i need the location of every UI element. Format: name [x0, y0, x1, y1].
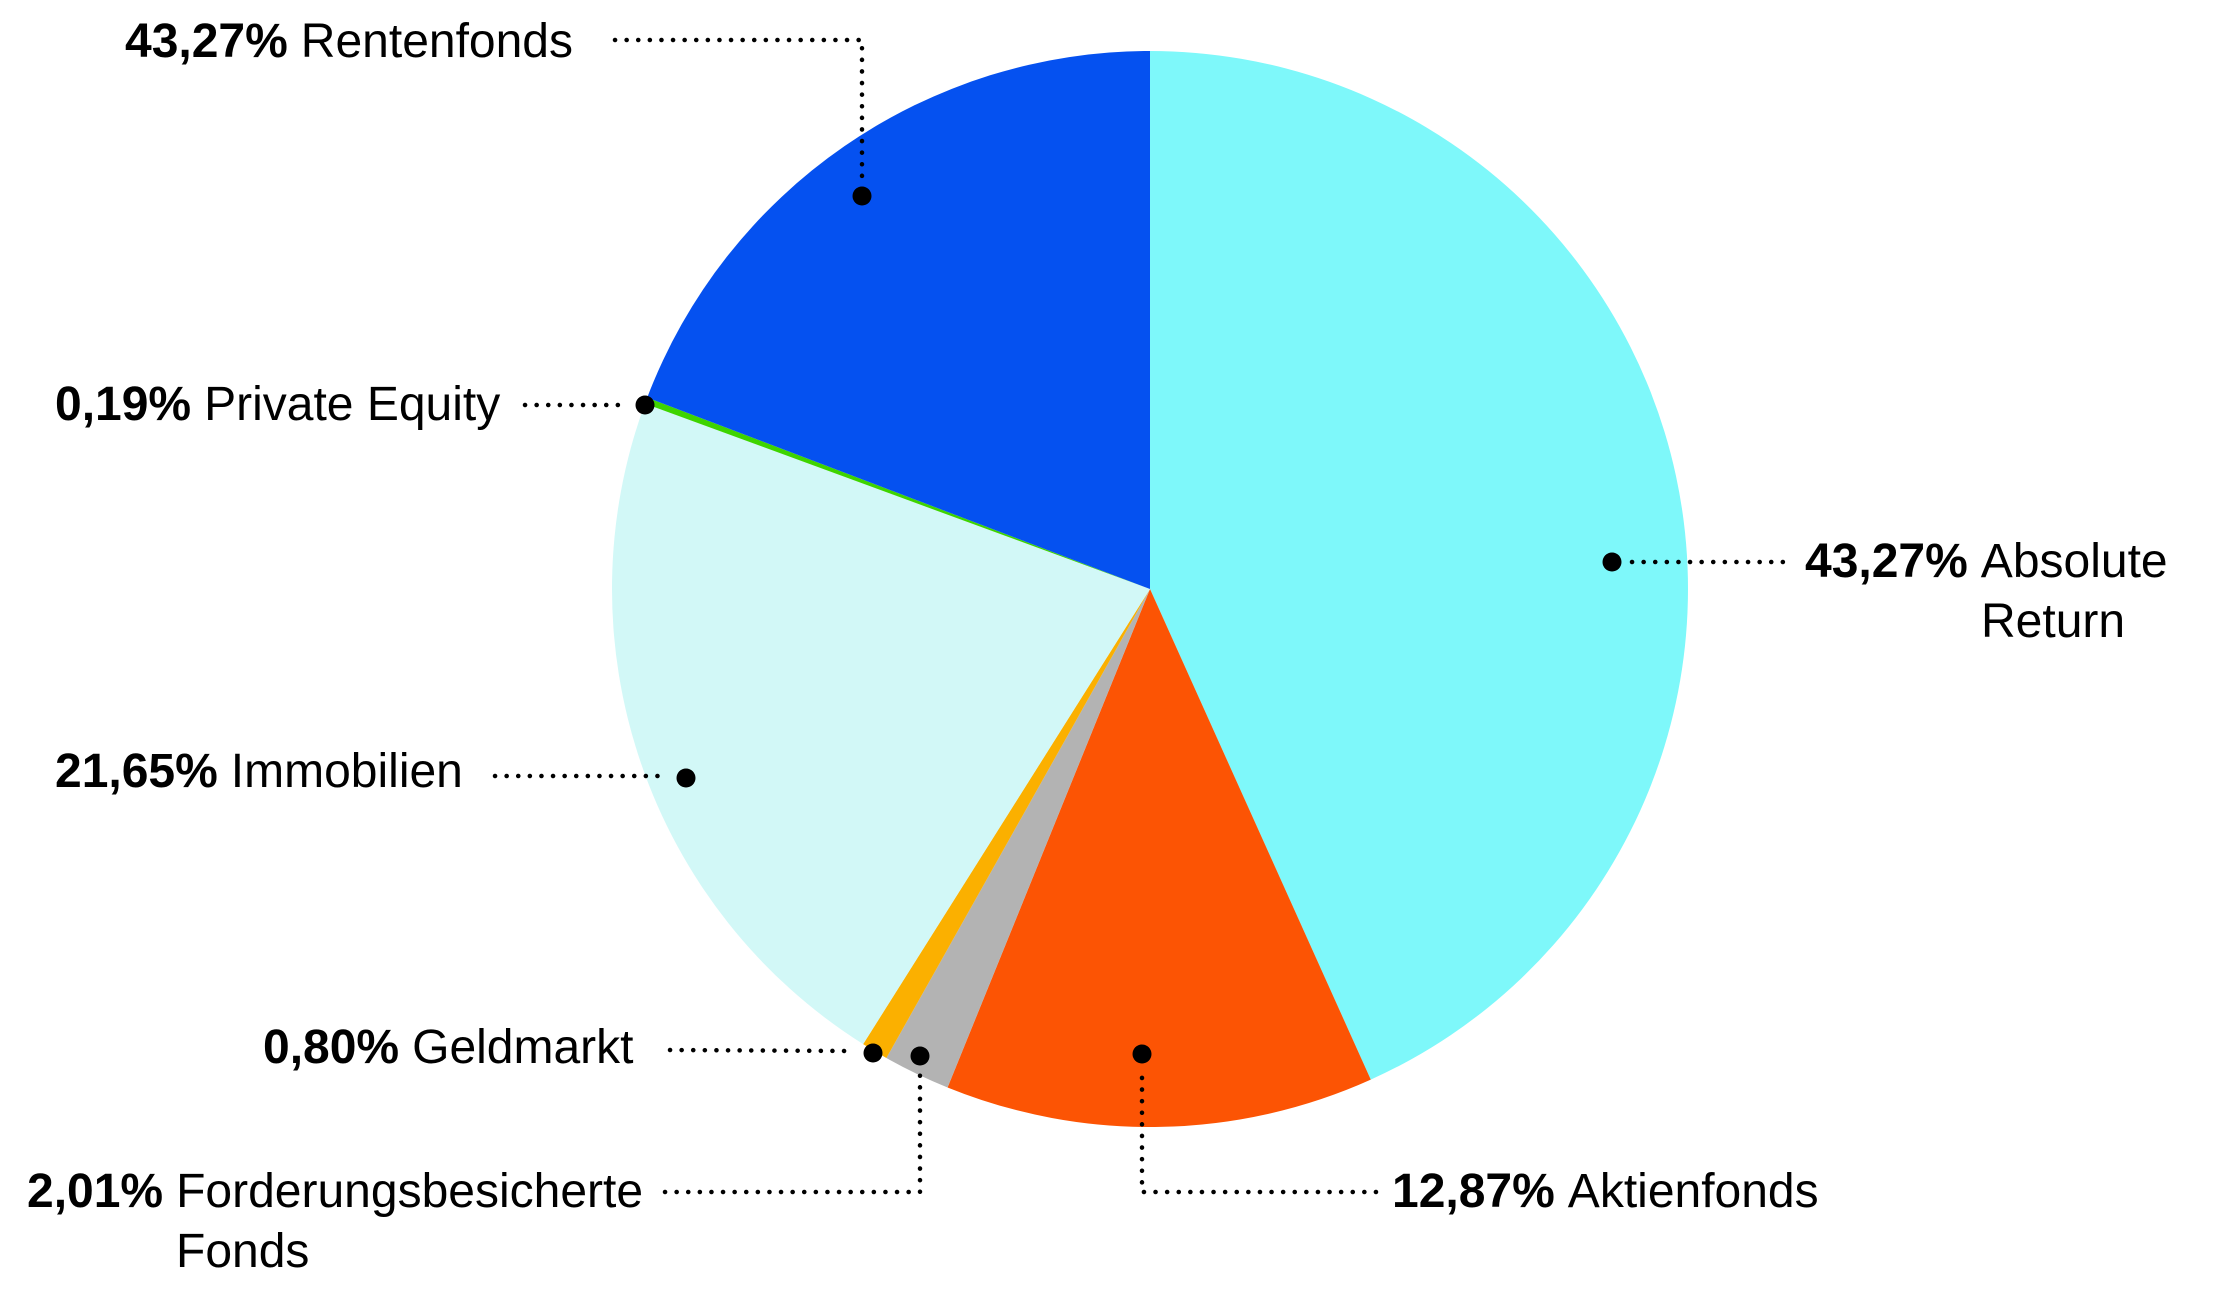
label-rentenfonds: 43,27% Rentenfonds — [125, 12, 573, 72]
slice-name-line2: Return — [1981, 595, 2126, 648]
label-line: Fonds — [27, 1222, 643, 1282]
pie-slice-private-equity — [644, 397, 1150, 589]
label-line: 21,65% Immobilien — [55, 742, 463, 802]
label-line: 0,80% Geldmarkt — [263, 1018, 634, 1078]
leader-line-geldmarkt — [667, 1047, 853, 1054]
label-line: 43,27% Absolute — [1805, 532, 2168, 592]
slice-percent: 0,80% — [263, 1021, 400, 1074]
label-absolute-return: 43,27% Absolute Return — [1805, 532, 2168, 652]
slice-percent: 43,27% — [125, 15, 288, 68]
label-line: Return — [1805, 592, 2168, 652]
leader-dot-absolute-return — [1602, 552, 1622, 572]
label-aktienfonds: 12,87% Aktienfonds — [1392, 1162, 1819, 1222]
pie-slice-geldmarkt — [863, 589, 1150, 1058]
slice-percent: 12,87% — [1392, 1165, 1555, 1218]
label-line: 2,01% Forderungsbesicherte — [27, 1162, 643, 1222]
label-geldmarkt: 0,80% Geldmarkt — [263, 1018, 634, 1078]
leader-dot-private-equity — [635, 395, 655, 415]
slice-percent: 43,27% — [1805, 535, 1968, 588]
pie-slice-forderungsbesicherte-fonds — [886, 589, 1150, 1088]
label-line: 0,19% Private Equity — [55, 375, 500, 435]
label-private-equity: 0,19% Private Equity — [55, 375, 500, 435]
slice-percent: 0,19% — [55, 378, 192, 431]
pie-slice-immobilien — [611, 403, 1150, 1045]
leader-dot-aktienfonds — [1132, 1044, 1152, 1064]
leader-dot-rentenfonds — [852, 186, 872, 206]
label-line: 43,27% Rentenfonds — [125, 12, 573, 72]
pie-slice-absolute-return — [1150, 51, 1688, 1080]
leader-line-rentenfonds — [612, 37, 865, 183]
label-immobilien: 21,65% Immobilien — [55, 742, 463, 802]
slice-name: Geldmarkt — [412, 1021, 634, 1074]
pie-slice-rentenfonds — [647, 51, 1150, 589]
leader-dot-forderungsbesicherte-fonds — [910, 1046, 930, 1066]
slice-name-line2: Fonds — [176, 1225, 310, 1278]
slice-name: Absolute — [1980, 535, 2168, 588]
leader-line-forderungsbesicherte-fonds — [662, 1069, 923, 1195]
slice-percent: 2,01% — [27, 1165, 164, 1218]
slice-percent: 21,65% — [55, 745, 218, 798]
leader-dot-immobilien — [676, 768, 696, 788]
leader-dot-geldmarkt — [863, 1043, 883, 1063]
slice-name: Rentenfonds — [300, 15, 573, 68]
leader-line-aktienfonds — [1139, 1065, 1379, 1195]
slice-name: Aktienfonds — [1567, 1165, 1819, 1218]
slice-name: Private Equity — [204, 378, 501, 431]
slice-name: Immobilien — [230, 745, 463, 798]
pie-slice-aktienfonds — [947, 589, 1371, 1127]
label-forderungsbesicherte-fonds: 2,01% Forderungsbesicherte Fonds — [27, 1162, 643, 1282]
label-line: 12,87% Aktienfonds — [1392, 1162, 1819, 1222]
slice-name: Forderungsbesicherte — [176, 1165, 644, 1218]
